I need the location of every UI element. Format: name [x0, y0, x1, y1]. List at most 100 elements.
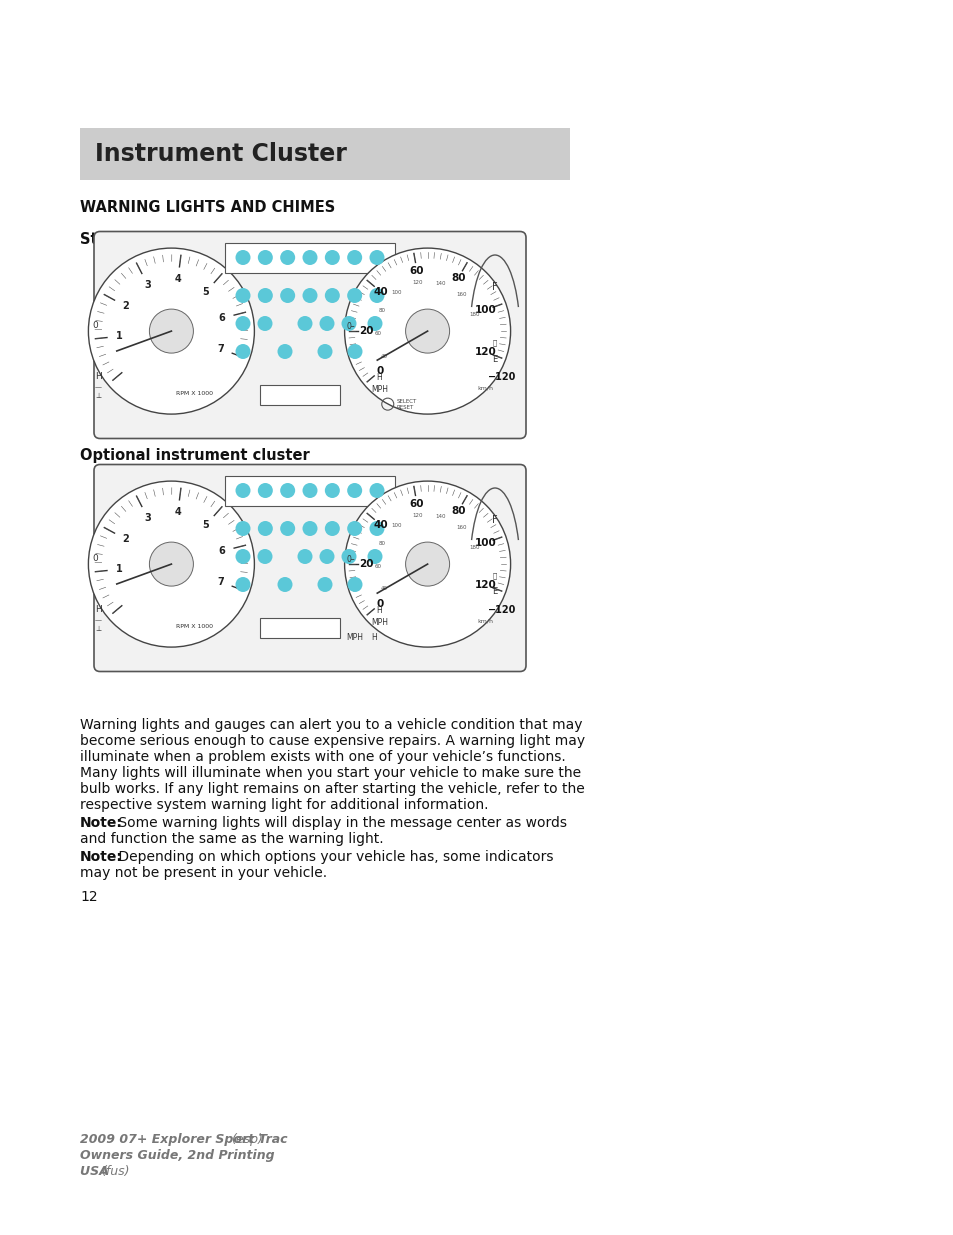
FancyBboxPatch shape: [94, 464, 525, 672]
Circle shape: [405, 309, 449, 353]
Circle shape: [341, 550, 356, 564]
Text: USA: USA: [80, 1165, 113, 1178]
Text: WARNING LIGHTS AND CHIMES: WARNING LIGHTS AND CHIMES: [80, 200, 335, 215]
Text: RPM X 1000: RPM X 1000: [176, 390, 213, 396]
Text: 60: 60: [409, 266, 424, 275]
Circle shape: [280, 249, 294, 266]
Text: km/h: km/h: [477, 385, 494, 390]
Circle shape: [317, 345, 333, 359]
Circle shape: [257, 249, 273, 266]
Circle shape: [344, 482, 510, 647]
Text: 140: 140: [436, 514, 446, 519]
Text: ⊥: ⊥: [95, 393, 101, 399]
Text: 1: 1: [116, 564, 123, 574]
Text: MPH: MPH: [346, 632, 363, 642]
Text: 120: 120: [412, 513, 422, 517]
Text: become serious enough to cause expensive repairs. A warning light may: become serious enough to cause expensive…: [80, 734, 584, 748]
Circle shape: [235, 550, 251, 564]
Circle shape: [257, 316, 273, 331]
Circle shape: [235, 288, 251, 303]
Circle shape: [369, 288, 384, 303]
Circle shape: [405, 542, 449, 587]
Text: 2: 2: [122, 301, 129, 311]
Circle shape: [235, 345, 251, 359]
Text: 100: 100: [474, 538, 496, 548]
Circle shape: [257, 550, 273, 564]
Text: 60: 60: [409, 499, 424, 509]
Text: 4: 4: [174, 508, 181, 517]
Text: 140: 140: [436, 280, 446, 285]
Text: ⛽: ⛽: [493, 340, 497, 346]
Text: H: H: [372, 632, 377, 642]
Text: 80: 80: [451, 506, 465, 516]
Text: ⊥: ⊥: [95, 626, 101, 632]
Circle shape: [347, 483, 362, 498]
Circle shape: [347, 345, 362, 359]
Circle shape: [324, 521, 339, 536]
Text: Warning lights and gauges can alert you to a vehicle condition that may: Warning lights and gauges can alert you …: [80, 718, 582, 732]
Text: 5: 5: [202, 520, 209, 530]
Text: 60: 60: [374, 331, 381, 336]
Circle shape: [257, 288, 273, 303]
Text: 6: 6: [218, 314, 225, 324]
Text: Standard instrument cluster: Standard instrument cluster: [80, 232, 315, 247]
Circle shape: [280, 483, 294, 498]
Text: Note:: Note:: [80, 850, 123, 864]
Text: —: —: [94, 384, 102, 390]
Circle shape: [277, 577, 293, 592]
Text: 5: 5: [202, 287, 209, 296]
Text: Owners Guide, 2nd Printing: Owners Guide, 2nd Printing: [80, 1149, 274, 1162]
Text: 7: 7: [217, 577, 224, 587]
Circle shape: [367, 316, 382, 331]
Text: Many lights will illuminate when you start your vehicle to make sure the: Many lights will illuminate when you sta…: [80, 766, 580, 781]
Circle shape: [235, 249, 251, 266]
Text: 180: 180: [469, 311, 479, 316]
Text: H: H: [376, 606, 382, 615]
Circle shape: [302, 521, 317, 536]
Circle shape: [280, 521, 294, 536]
Text: Note:: Note:: [80, 816, 123, 830]
Text: 100: 100: [474, 305, 496, 315]
Bar: [225, 242, 395, 273]
Text: 60: 60: [374, 564, 381, 569]
Text: 0: 0: [92, 321, 98, 330]
Text: −120: −120: [488, 605, 516, 615]
Text: 160: 160: [456, 525, 466, 530]
Text: and function the same as the warning light.: and function the same as the warning lig…: [80, 832, 383, 846]
FancyBboxPatch shape: [94, 231, 525, 438]
Circle shape: [344, 248, 510, 414]
Text: 80: 80: [378, 541, 385, 546]
Text: −120: −120: [488, 372, 516, 382]
Text: 20: 20: [358, 559, 373, 569]
Circle shape: [297, 316, 313, 331]
Text: 0–: 0–: [347, 321, 355, 331]
Text: 180: 180: [469, 545, 479, 550]
Circle shape: [235, 316, 251, 331]
Circle shape: [369, 483, 384, 498]
Text: illuminate when a problem exists with one of your vehicle’s functions.: illuminate when a problem exists with on…: [80, 750, 565, 764]
Text: 12: 12: [80, 890, 97, 904]
Text: 40: 40: [373, 520, 388, 530]
Circle shape: [324, 288, 339, 303]
Text: Optional instrument cluster: Optional instrument cluster: [80, 448, 310, 463]
Circle shape: [235, 521, 251, 536]
Text: km/h: km/h: [477, 618, 494, 622]
Text: 40: 40: [380, 353, 388, 358]
Circle shape: [347, 249, 362, 266]
Bar: [260, 384, 339, 405]
Bar: [225, 475, 395, 505]
Circle shape: [235, 483, 251, 498]
Text: 0–: 0–: [347, 555, 355, 563]
Circle shape: [89, 482, 254, 647]
Text: E: E: [492, 354, 497, 363]
Text: 6: 6: [218, 546, 225, 556]
Text: may not be present in your vehicle.: may not be present in your vehicle.: [80, 866, 327, 881]
Circle shape: [302, 483, 317, 498]
Text: ⛽: ⛽: [493, 573, 497, 579]
Circle shape: [347, 577, 362, 592]
Text: H: H: [95, 605, 102, 614]
Text: 2009 07+ Explorer Sport Trac: 2009 07+ Explorer Sport Trac: [80, 1132, 292, 1146]
Bar: [260, 618, 339, 637]
Text: 2: 2: [122, 534, 129, 545]
Text: E: E: [492, 588, 497, 597]
